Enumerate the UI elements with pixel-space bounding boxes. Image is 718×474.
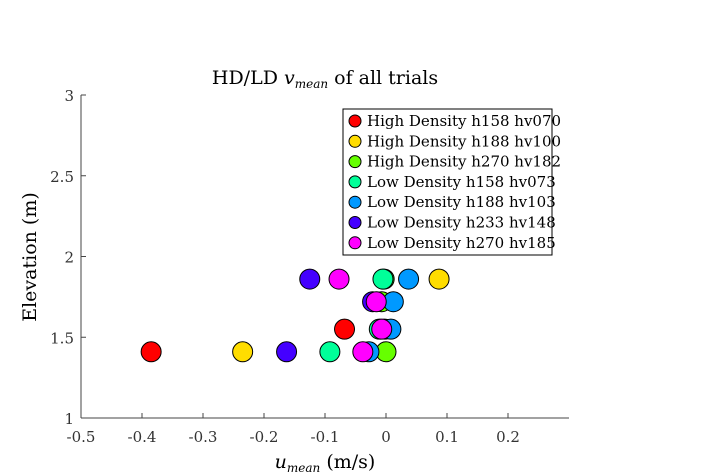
x-tick-label: -0.3 <box>189 428 218 446</box>
data-point-series-4 <box>398 268 420 290</box>
data-point-series-6 <box>365 291 387 313</box>
data-point-series-6 <box>352 341 374 363</box>
legend-label: High Density h158 hv070 <box>367 112 561 130</box>
y-tick-label: 1.5 <box>50 329 74 347</box>
y-tick-label: 3 <box>64 87 74 105</box>
data-point-series-3 <box>372 268 394 290</box>
x-axis-label: umean (m/s) <box>275 451 376 474</box>
legend-marker <box>348 155 362 169</box>
x-ticks: -0.5 -0.4 -0.3 -0.2 -0.1 0 0.1 0.2 <box>67 413 520 446</box>
data-point-series-0 <box>140 341 162 363</box>
data-point-series-1 <box>232 341 254 363</box>
legend-label: Low Density h158 hv073 <box>367 173 556 191</box>
x-tick-label: -0.1 <box>311 428 340 446</box>
legend-box <box>342 108 553 256</box>
data-point-series-5 <box>299 268 321 290</box>
x-tick-label: -0.2 <box>250 428 279 446</box>
data-point-series-0 <box>334 318 356 340</box>
x-tick-label: -0.5 <box>67 428 96 446</box>
legend-label: Low Density h233 hv148 <box>367 214 556 232</box>
x-tick-label: 0.2 <box>496 428 520 446</box>
legend-label: High Density h188 hv100 <box>367 132 561 150</box>
legend-marker <box>348 175 362 189</box>
x-tick-label: -0.4 <box>128 428 157 446</box>
data-point-series-1 <box>428 268 450 290</box>
y-ticks: 1 1.5 2 2.5 3 <box>50 87 86 428</box>
data-point-series-5 <box>276 341 298 363</box>
legend-marker <box>348 134 362 148</box>
y-tick-label: 2.5 <box>50 168 74 186</box>
data-point-series-3 <box>319 341 341 363</box>
y-tick-label: 1 <box>64 410 74 428</box>
legend-marker <box>348 114 362 128</box>
legend: High Density h158 hv070 High Density h188… <box>342 108 561 256</box>
x-tick-label: 0 <box>381 428 391 446</box>
chart-title: HD/LD vmean of all trials <box>212 67 438 91</box>
legend-label: High Density h270 hv182 <box>367 153 561 171</box>
data-points <box>140 268 450 363</box>
data-point-series-6 <box>371 318 393 340</box>
legend-marker <box>348 236 362 250</box>
data-point-series-6 <box>328 268 350 290</box>
y-axis-label: Elevation (m) <box>19 192 41 322</box>
legend-label: Low Density h188 hv103 <box>367 193 556 211</box>
legend-marker <box>348 195 362 209</box>
legend-marker <box>348 216 362 229</box>
y-tick-label: 2 <box>64 249 74 267</box>
legend-label: Low Density h270 hv185 <box>367 234 556 252</box>
x-tick-label: 0.1 <box>435 428 459 446</box>
